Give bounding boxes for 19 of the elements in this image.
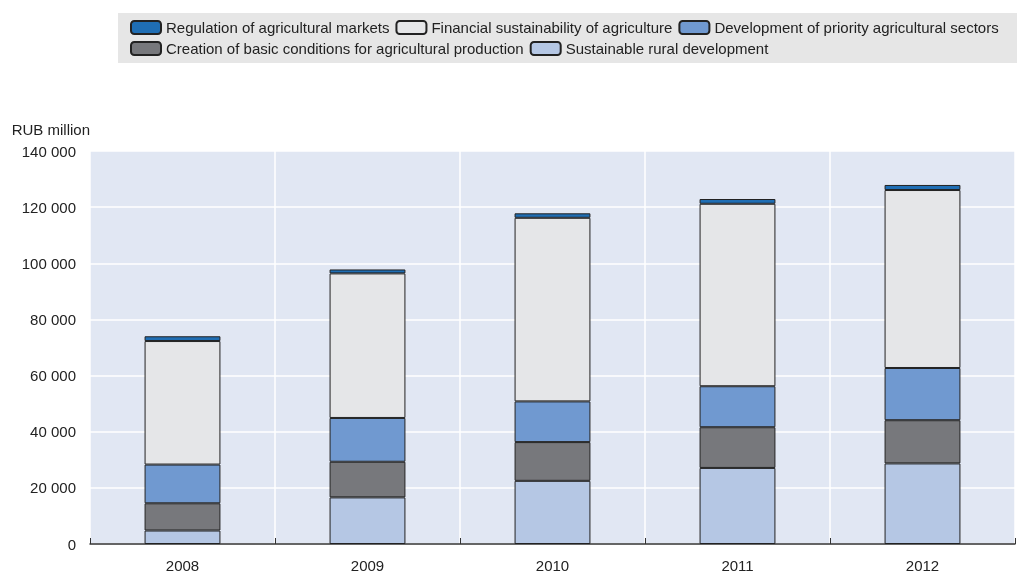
y-tick-label: 80 000 xyxy=(30,310,76,328)
legend-label: Sustainable rural development xyxy=(565,40,770,57)
y-tick-label: 0 xyxy=(67,535,76,553)
legend-label: Development of priority agricultural sectors xyxy=(714,19,999,36)
x-tick-label: 2008 xyxy=(165,557,200,574)
y-tick-label: 20 000 xyxy=(30,479,76,497)
y-tick-label: 100 000 xyxy=(21,254,76,272)
y-tick-label: 140 000 xyxy=(21,142,76,160)
legend-label: Creation of basic conditions for agricultural production xyxy=(166,40,524,57)
legend-label: Financial sustainability of agriculture xyxy=(431,19,673,36)
y-tick-label: 40 000 xyxy=(30,423,76,441)
x-tick-label: 2011 xyxy=(721,557,754,574)
y-axis-title: RUB million xyxy=(11,121,90,138)
y-tick-label: 120 000 xyxy=(21,198,76,216)
y-tick-label: 60 000 xyxy=(30,367,76,385)
x-tick-label: 2012 xyxy=(905,557,940,574)
legend-label: Regulation of agricultural markets xyxy=(166,19,390,36)
x-tick-label: 2010 xyxy=(535,557,570,574)
x-tick-label: 2009 xyxy=(350,557,385,574)
